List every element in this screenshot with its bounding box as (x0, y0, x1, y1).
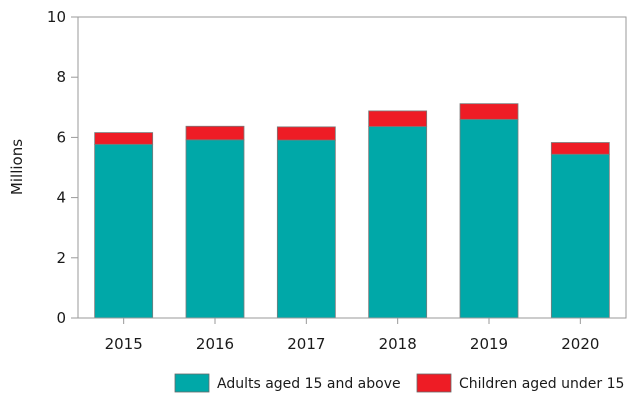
y-axis-label: Millions (8, 139, 26, 195)
x-tick-label: 2016 (196, 335, 234, 353)
bar-adults-2017 (276, 139, 336, 319)
bars (94, 103, 610, 319)
y-tick-label: 10 (47, 8, 66, 26)
plot-frame (77, 16, 627, 319)
bar-adults-2019 (459, 118, 519, 319)
x-tick-label: 2015 (105, 335, 143, 353)
bar-children-2017 (276, 126, 336, 141)
legend-swatch-children (416, 373, 452, 393)
x-tick-label: 2019 (470, 335, 508, 353)
y-tick-label: 8 (56, 68, 66, 86)
y-tick-label: 4 (56, 189, 66, 207)
legend: Adults aged 15 and above Children aged u… (174, 373, 624, 393)
bar-children-2015 (94, 132, 154, 145)
x-tick-label: 2017 (287, 335, 325, 353)
bar-children-2020 (550, 142, 610, 155)
legend-label-children: Children aged under 15 (459, 376, 624, 392)
x-tick-label: 2020 (561, 335, 599, 353)
bar-children-2019 (459, 103, 519, 120)
bar-children-2016 (185, 125, 245, 141)
bar-adults-2015 (94, 143, 154, 319)
y-tick-label: 6 (56, 128, 66, 146)
bar-adults-2016 (185, 139, 245, 319)
bar-adults-2018 (368, 126, 428, 319)
bar-adults-2020 (550, 153, 610, 319)
y-tick-label: 2 (56, 249, 66, 267)
legend-swatch-adults (174, 373, 210, 393)
y-axis-ticks: 0 2 4 6 8 10 (47, 8, 78, 327)
y-tick-label: 0 (56, 309, 66, 327)
x-tick-label: 2018 (379, 335, 417, 353)
x-axis-ticks: 2015 2016 2017 2018 2019 2020 (105, 318, 599, 353)
bar-children-2018 (368, 110, 428, 127)
legend-label-adults: Adults aged 15 and above (217, 376, 401, 392)
